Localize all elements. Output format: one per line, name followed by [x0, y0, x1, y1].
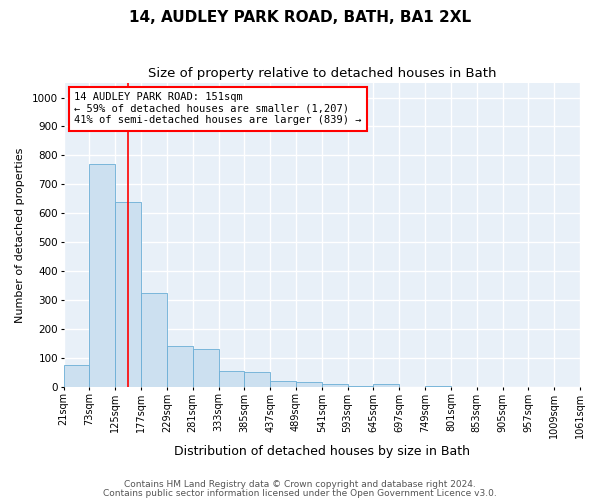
Y-axis label: Number of detached properties: Number of detached properties — [15, 147, 25, 322]
Bar — [244, 372, 270, 387]
Title: Size of property relative to detached houses in Bath: Size of property relative to detached ho… — [148, 68, 496, 80]
Bar — [141, 292, 167, 387]
Bar — [347, 386, 373, 387]
X-axis label: Distribution of detached houses by size in Bath: Distribution of detached houses by size … — [174, 444, 470, 458]
Bar — [167, 346, 193, 387]
Text: Contains public sector information licensed under the Open Government Licence v3: Contains public sector information licen… — [103, 488, 497, 498]
Bar — [270, 381, 296, 387]
Text: Contains HM Land Registry data © Crown copyright and database right 2024.: Contains HM Land Registry data © Crown c… — [124, 480, 476, 489]
Bar — [425, 386, 451, 387]
Bar — [115, 202, 141, 387]
Bar — [89, 164, 115, 387]
Text: 14, AUDLEY PARK ROAD, BATH, BA1 2XL: 14, AUDLEY PARK ROAD, BATH, BA1 2XL — [129, 10, 471, 25]
Bar — [64, 365, 89, 387]
Bar — [373, 384, 399, 387]
Bar — [296, 382, 322, 387]
Bar — [193, 349, 218, 387]
Bar — [218, 371, 244, 387]
Bar — [322, 384, 347, 387]
Text: 14 AUDLEY PARK ROAD: 151sqm
← 59% of detached houses are smaller (1,207)
41% of : 14 AUDLEY PARK ROAD: 151sqm ← 59% of det… — [74, 92, 361, 126]
